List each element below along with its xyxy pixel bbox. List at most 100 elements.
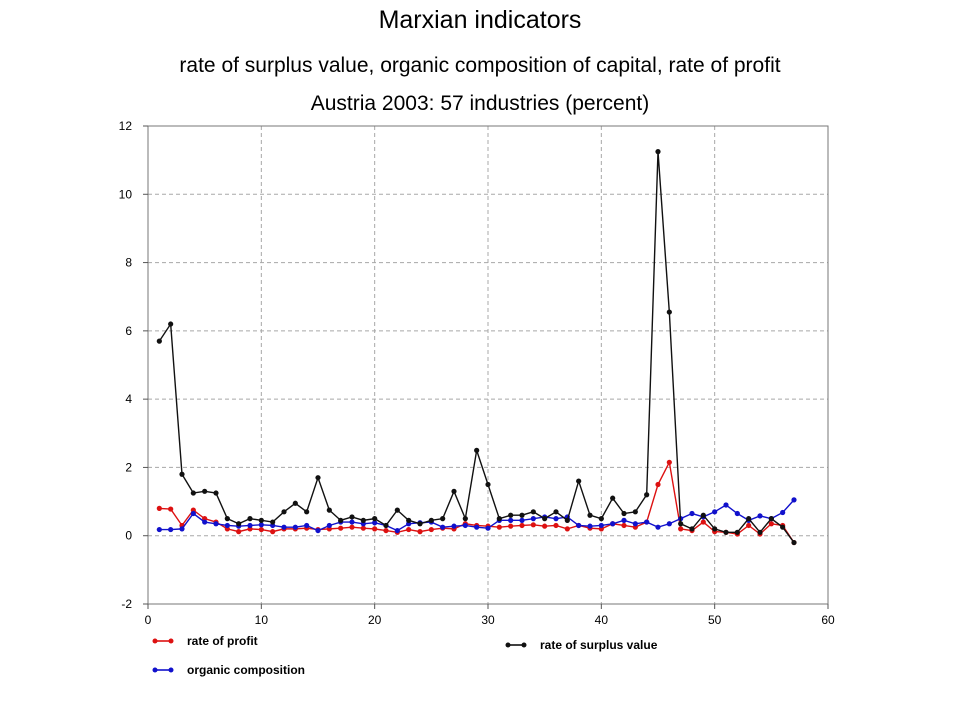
data-point xyxy=(394,507,400,513)
data-point xyxy=(440,524,446,530)
legend-entry: rate of profit xyxy=(152,634,258,648)
x-tick-label: 30 xyxy=(481,613,495,627)
y-tick-label: 2 xyxy=(125,460,132,474)
data-point xyxy=(428,526,434,533)
data-point xyxy=(689,510,695,517)
data-point xyxy=(530,516,536,522)
data-point xyxy=(224,522,230,529)
data-point xyxy=(270,519,276,525)
data-point xyxy=(315,475,321,481)
data-point xyxy=(519,512,525,518)
y-tick-label: 0 xyxy=(125,529,132,543)
data-point xyxy=(383,527,389,534)
legend-swatch-dot xyxy=(152,638,158,644)
data-point xyxy=(258,522,264,528)
series-rate-of-surplus-value xyxy=(156,149,797,546)
data-point xyxy=(768,521,774,527)
data-point xyxy=(213,521,219,527)
data-point xyxy=(519,522,525,529)
data-point xyxy=(644,492,650,498)
data-point xyxy=(666,521,672,527)
x-tick-label: 0 xyxy=(145,613,152,627)
x-tick-label: 60 xyxy=(821,613,835,627)
data-point xyxy=(791,539,797,546)
data-point xyxy=(451,488,457,494)
data-point xyxy=(496,516,502,522)
chart-title: Marxian indicators xyxy=(378,6,582,34)
data-point xyxy=(655,481,661,488)
data-point xyxy=(179,526,185,532)
data-point xyxy=(349,519,355,525)
x-tick-label: 10 xyxy=(255,613,269,627)
data-point xyxy=(360,517,366,523)
legend-entry: rate of surplus value xyxy=(505,638,658,652)
data-point xyxy=(281,509,287,515)
data-point xyxy=(247,522,253,529)
data-point xyxy=(700,512,706,518)
data-point xyxy=(417,521,423,527)
data-point xyxy=(349,514,355,520)
data-point xyxy=(666,309,672,315)
data-point xyxy=(576,478,582,484)
data-point xyxy=(338,525,344,531)
data-point xyxy=(712,526,718,532)
data-point xyxy=(236,529,242,535)
data-point xyxy=(372,516,378,522)
data-point xyxy=(247,516,253,522)
data-point xyxy=(678,526,684,532)
data-point xyxy=(780,524,786,530)
chart-subtitle: rate of surplus value, organic compositi… xyxy=(179,54,781,77)
data-point xyxy=(156,338,162,344)
data-point xyxy=(644,519,650,525)
data-point xyxy=(281,524,287,530)
y-tick-label: 8 xyxy=(125,256,132,270)
data-point xyxy=(712,509,718,515)
data-point xyxy=(632,509,638,515)
data-point xyxy=(156,526,162,533)
legend-swatch-dot xyxy=(521,642,527,648)
data-point xyxy=(723,502,729,508)
data-point xyxy=(213,490,219,496)
data-point xyxy=(372,526,378,532)
data-point xyxy=(542,523,548,529)
data-point xyxy=(383,522,389,529)
data-point xyxy=(576,522,582,529)
data-point xyxy=(598,516,604,522)
data-point xyxy=(338,517,344,523)
y-tick-label: 12 xyxy=(119,119,133,133)
data-point xyxy=(485,481,491,488)
data-point xyxy=(496,524,502,530)
x-tick-label: 20 xyxy=(368,613,382,627)
data-point xyxy=(236,521,242,527)
data-point xyxy=(746,522,752,529)
data-point xyxy=(655,149,661,155)
data-point xyxy=(474,447,480,453)
legend-label: rate of surplus value xyxy=(540,638,658,652)
data-point xyxy=(587,512,593,518)
data-point xyxy=(270,529,276,535)
data-point xyxy=(462,522,468,529)
data-point xyxy=(304,509,310,515)
data-point xyxy=(632,521,638,527)
data-point xyxy=(190,510,196,517)
data-point xyxy=(508,512,514,518)
legend-label: organic composition xyxy=(187,663,305,677)
data-point xyxy=(598,522,604,529)
data-point xyxy=(610,521,616,527)
legend-label: rate of profit xyxy=(187,634,258,648)
data-point xyxy=(791,497,797,503)
data-point xyxy=(462,516,468,522)
data-point xyxy=(587,523,593,529)
y-tick-label: 4 xyxy=(125,392,132,406)
data-point xyxy=(508,517,514,523)
legend-entry: organic composition xyxy=(152,663,305,677)
data-point xyxy=(451,523,457,529)
data-point xyxy=(757,529,763,535)
data-point xyxy=(621,522,627,529)
data-point xyxy=(326,507,332,513)
data-point xyxy=(156,505,162,511)
x-tick-label: 40 xyxy=(595,613,609,627)
data-point xyxy=(689,526,695,532)
legend-swatch-dot xyxy=(505,642,511,648)
